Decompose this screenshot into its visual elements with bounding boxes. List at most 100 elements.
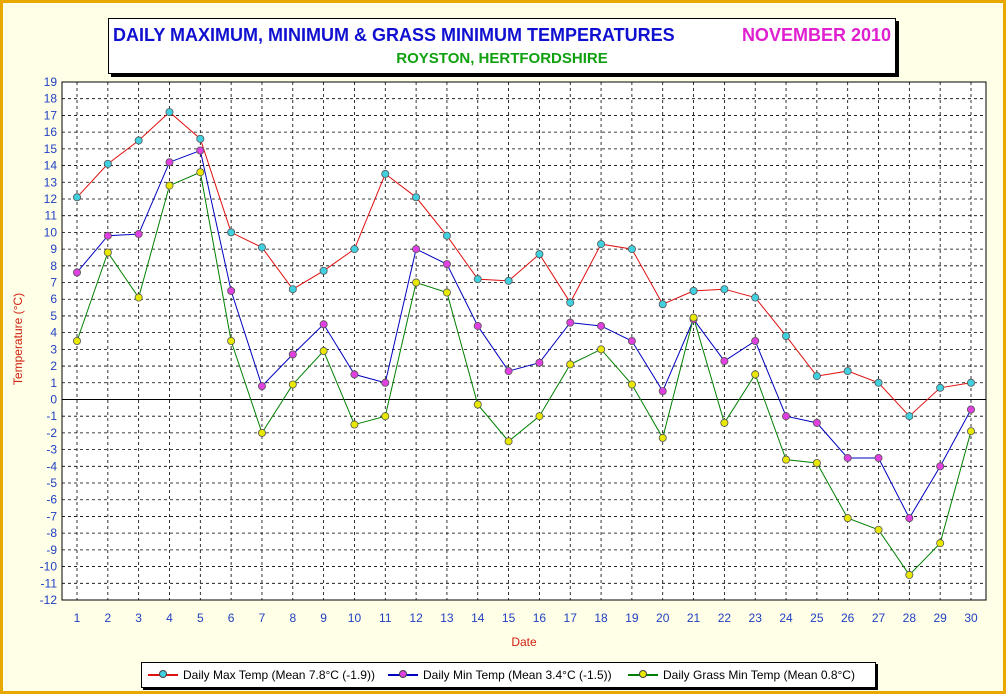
x-tick-label: 10 <box>348 611 362 625</box>
x-tick-label: 5 <box>197 611 204 625</box>
axes: -12-11-10-9-8-7-6-5-4-3-2-10123456789101… <box>40 75 978 625</box>
series-line-grass <box>76 171 972 576</box>
point-max <box>967 378 976 387</box>
x-tick-label: 7 <box>259 611 266 625</box>
point-min <box>350 370 359 379</box>
point-max <box>412 193 421 202</box>
legend-marker-grass <box>639 670 647 678</box>
point-grass <box>257 428 266 437</box>
x-tick-label: 21 <box>687 611 701 625</box>
point-max <box>196 134 205 143</box>
point-max <box>751 293 760 302</box>
point-min <box>196 146 205 155</box>
point-max <box>597 240 606 249</box>
y-tick-label: 6 <box>50 292 57 306</box>
y-tick-label: -11 <box>41 576 58 590</box>
y-tick-label: -2 <box>46 426 57 440</box>
y-tick-label: 15 <box>44 142 58 156</box>
y-tick-label: -6 <box>46 493 57 507</box>
legend-label-max: Daily Max Temp (Mean 7.8°C (-1.9)) <box>183 668 375 682</box>
point-max <box>843 367 852 376</box>
point-min <box>967 405 976 414</box>
point-grass <box>936 539 945 548</box>
y-tick-label: -3 <box>46 443 57 457</box>
point-max <box>535 250 544 259</box>
point-max <box>905 412 914 421</box>
point-grass <box>196 168 205 177</box>
y-tick-label: -1 <box>46 409 57 423</box>
point-grass <box>689 313 698 322</box>
y-tick-label: 13 <box>44 175 58 189</box>
point-grass <box>720 418 729 427</box>
point-min <box>812 418 821 427</box>
point-grass <box>103 248 112 257</box>
legend-marker-min <box>399 670 407 678</box>
y-tick-label: -5 <box>46 476 57 490</box>
point-max <box>473 275 482 284</box>
x-tick-label: 13 <box>440 611 454 625</box>
point-grass <box>73 336 82 345</box>
x-tick-label: 6 <box>228 611 235 625</box>
point-max <box>257 243 266 252</box>
point-max <box>319 266 328 275</box>
point-grass <box>412 278 421 287</box>
x-tick-label: 17 <box>564 611 578 625</box>
point-max <box>658 300 667 309</box>
legend-item-grass: Daily Grass Min Temp (Mean 0.8°C) <box>628 663 868 687</box>
point-grass <box>751 370 760 379</box>
point-grass <box>597 345 606 354</box>
x-tick-label: 30 <box>964 611 978 625</box>
x-tick-label: 19 <box>625 611 639 625</box>
x-tick-label: 16 <box>533 611 547 625</box>
point-max <box>874 378 883 387</box>
point-grass <box>473 400 482 409</box>
x-tick-label: 11 <box>379 611 392 625</box>
x-tick-label: 28 <box>903 611 917 625</box>
y-tick-label: 0 <box>50 392 57 406</box>
point-max <box>936 383 945 392</box>
x-axis-label: Date <box>511 635 537 649</box>
point-min <box>874 453 883 462</box>
grid <box>61 81 987 601</box>
point-grass <box>812 458 821 467</box>
x-tick-label: 4 <box>166 611 173 625</box>
x-tick-label: 27 <box>872 611 886 625</box>
y-tick-label: 4 <box>50 326 57 340</box>
point-min <box>843 453 852 462</box>
y-tick-label: 11 <box>45 209 58 223</box>
point-min <box>412 245 421 254</box>
y-tick-label: 7 <box>50 276 57 290</box>
point-min <box>103 231 112 240</box>
point-max <box>103 159 112 168</box>
x-tick-label: 29 <box>933 611 947 625</box>
point-grass <box>782 455 791 464</box>
point-min <box>627 336 636 345</box>
point-min <box>566 318 575 327</box>
legend: Daily Max Temp (Mean 7.8°C (-1.9)) Daily… <box>141 662 876 688</box>
x-tick-label: 2 <box>104 611 111 625</box>
x-tick-label: 8 <box>289 611 296 625</box>
x-tick-label: 22 <box>718 611 732 625</box>
y-tick-label: 5 <box>50 309 57 323</box>
point-min <box>905 514 914 523</box>
point-grass <box>874 525 883 534</box>
y-tick-label: -12 <box>40 593 58 607</box>
point-grass <box>566 360 575 369</box>
y-tick-label: -4 <box>46 459 57 473</box>
point-min <box>442 260 451 269</box>
series-line-min <box>76 149 972 520</box>
legend-marker-max <box>159 670 167 678</box>
point-min <box>165 158 174 167</box>
title-box: DAILY MAXIMUM, MINIMUM & GRASS MINIMUM T… <box>108 18 896 74</box>
y-tick-label: -9 <box>46 543 57 557</box>
plot-area <box>61 81 987 601</box>
point-min <box>504 367 513 376</box>
point-max <box>720 285 729 294</box>
point-min <box>535 358 544 367</box>
point-grass <box>843 514 852 523</box>
chart-month: NOVEMBER 2010 <box>741 25 891 45</box>
x-tick-label: 24 <box>779 611 793 625</box>
y-tick-label: 16 <box>44 125 58 139</box>
legend-label-min: Daily Min Temp (Mean 3.4°C (-1.5)) <box>423 668 612 682</box>
point-min <box>257 382 266 391</box>
